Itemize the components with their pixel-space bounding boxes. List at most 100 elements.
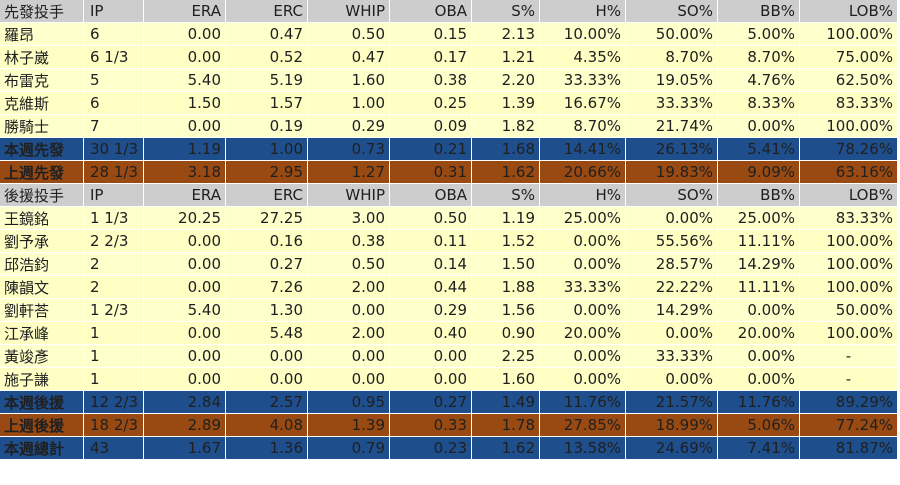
stat-cell: 83.33%	[800, 207, 898, 230]
stat-cell: 11.11%	[718, 276, 800, 299]
summary-stat-cell: 13.58%	[540, 437, 626, 460]
stat-cell: 28.57%	[626, 253, 718, 276]
stat-cell: 20.00%	[540, 322, 626, 345]
stat-cell: 0.00%	[540, 230, 626, 253]
table-row: 邱浩鈞 2 0.00 0.27 0.50 0.14 1.50 0.00% 28.57% 14.29…	[0, 253, 898, 276]
column-header: LOB%	[800, 184, 898, 207]
stat-cell: 0.44	[390, 276, 472, 299]
stat-cell: 1.39	[472, 92, 540, 115]
stat-cell: 2.00	[308, 276, 390, 299]
column-header: SO%	[626, 0, 718, 23]
summary-stat-cell: 0.21	[390, 138, 472, 161]
stat-cell: 1.82	[472, 115, 540, 138]
summary-stat-cell: 24.69%	[626, 437, 718, 460]
summary-stat-cell: 28 1/3	[84, 161, 144, 184]
table-row: 布雷克 5 5.40 5.19 1.60 0.38 2.20 33.33% 19.05% 4.76…	[0, 69, 898, 92]
summary-label: 上週後援	[0, 414, 84, 437]
stat-cell: 20.25	[144, 207, 226, 230]
stat-cell: 0.52	[226, 46, 308, 69]
stat-cell: 1.57	[226, 92, 308, 115]
summary-label: 本週總計	[0, 437, 84, 460]
stat-cell: 20.00%	[718, 322, 800, 345]
summary-stat-cell: 0.73	[308, 138, 390, 161]
stat-cell: 0.15	[390, 23, 472, 46]
stat-cell: 1.52	[472, 230, 540, 253]
pitcher-name: 劉軒荅	[0, 299, 84, 322]
stat-cell: 0.50	[308, 23, 390, 46]
column-header: ERA	[144, 0, 226, 23]
stat-cell: 0.38	[308, 230, 390, 253]
stat-cell: 4.35%	[540, 46, 626, 69]
stat-cell: 6 1/3	[84, 46, 144, 69]
stat-cell: 7.26	[226, 276, 308, 299]
stat-cell: 0.09	[390, 115, 472, 138]
stat-cell: 83.33%	[800, 92, 898, 115]
table-row: 黃竣彥 1 0.00 0.00 0.00 0.00 2.25 0.00% 33.33% 0.00%…	[0, 345, 898, 368]
column-header: IP	[84, 0, 144, 23]
stat-cell: 0.00	[390, 345, 472, 368]
stat-cell: 0.00	[144, 368, 226, 391]
stat-cell: 5.40	[144, 69, 226, 92]
stat-cell: 1	[84, 368, 144, 391]
stat-cell: 0.00%	[718, 368, 800, 391]
column-header: OBA	[390, 184, 472, 207]
stat-cell: 0.00%	[540, 368, 626, 391]
stat-cell: 1 2/3	[84, 299, 144, 322]
summary-stat-cell: 1.00	[226, 138, 308, 161]
pitcher-name: 克維斯	[0, 92, 84, 115]
summary-stat-cell: 77.24%	[800, 414, 898, 437]
summary-stat-cell: 26.13%	[626, 138, 718, 161]
stat-cell: 0.00	[226, 368, 308, 391]
stat-cell: 5.00%	[718, 23, 800, 46]
pitcher-name: 江承峰	[0, 322, 84, 345]
stat-cell: 6	[84, 92, 144, 115]
column-header: SO%	[626, 184, 718, 207]
stat-cell: 3.00	[308, 207, 390, 230]
stat-cell: 0.27	[226, 253, 308, 276]
column-header: OBA	[390, 0, 472, 23]
stat-cell: 2.13	[472, 23, 540, 46]
stat-cell: 0.00	[144, 322, 226, 345]
column-header: WHIP	[308, 184, 390, 207]
stat-cell: 2.00	[308, 322, 390, 345]
pitcher-name: 陳韻文	[0, 276, 84, 299]
section-title: 後援投手	[0, 184, 84, 207]
stat-cell: 11.11%	[718, 230, 800, 253]
stat-cell: 10.00%	[540, 23, 626, 46]
table-row: 勝騎士 7 0.00 0.19 0.29 0.09 1.82 8.70% 21.74% 0.00%…	[0, 115, 898, 138]
summary-stat-cell: 11.76%	[718, 391, 800, 414]
column-header: IP	[84, 184, 144, 207]
stat-cell: 0.00%	[718, 115, 800, 138]
stat-cell: 0.00	[308, 299, 390, 322]
stat-cell: 33.33%	[540, 69, 626, 92]
pitcher-name: 勝騎士	[0, 115, 84, 138]
summary-stat-cell: 0.33	[390, 414, 472, 437]
summary-stat-cell: 1.19	[144, 138, 226, 161]
summary-stat-cell: 2.57	[226, 391, 308, 414]
stat-cell: 0.29	[308, 115, 390, 138]
table-row: 劉軒荅 1 2/3 5.40 1.30 0.00 0.29 1.56 0.00% 14.29% 0…	[0, 299, 898, 322]
stat-cell: 2	[84, 253, 144, 276]
stat-cell: 50.00%	[800, 299, 898, 322]
stat-cell: 0.00	[144, 276, 226, 299]
stat-cell: 1.60	[308, 69, 390, 92]
summary-stat-cell: 9.09%	[718, 161, 800, 184]
column-header: ERC	[226, 0, 308, 23]
stat-cell: 0.00	[390, 368, 472, 391]
stat-cell: 2 2/3	[84, 230, 144, 253]
table-row: 施子謙 1 0.00 0.00 0.00 0.00 1.60 0.00% 0.00% 0.00% -	[0, 368, 898, 391]
stat-cell: 25.00%	[718, 207, 800, 230]
stat-cell: 2.25	[472, 345, 540, 368]
stat-cell: 1.50	[144, 92, 226, 115]
summary-stat-cell: 14.41%	[540, 138, 626, 161]
summary-stat-cell: 2.84	[144, 391, 226, 414]
summary-stat-cell: 2.95	[226, 161, 308, 184]
stat-cell: 5.40	[144, 299, 226, 322]
table-row: 劉予承 2 2/3 0.00 0.16 0.38 0.11 1.52 0.00% 55.56% 1…	[0, 230, 898, 253]
stat-cell: 27.25	[226, 207, 308, 230]
summary-stat-cell: 2.89	[144, 414, 226, 437]
summary-stat-cell: 19.83%	[626, 161, 718, 184]
stat-cell: 0.00%	[718, 345, 800, 368]
table-row: 克維斯 6 1.50 1.57 1.00 0.25 1.39 16.67% 33.33% 8.33…	[0, 92, 898, 115]
column-header: H%	[540, 0, 626, 23]
